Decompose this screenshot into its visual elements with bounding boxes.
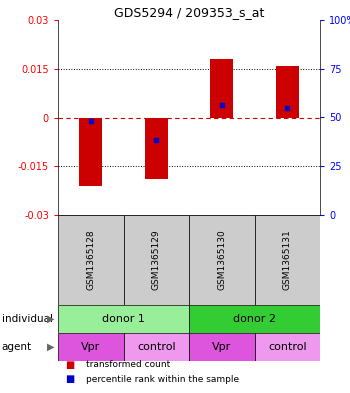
Bar [145, 118, 168, 179]
Bar [124, 215, 189, 305]
Text: agent: agent [2, 342, 32, 352]
Bar [58, 333, 124, 361]
Text: GSM1365130: GSM1365130 [217, 230, 226, 290]
Bar [58, 305, 189, 333]
Text: GSM1365131: GSM1365131 [283, 230, 292, 290]
Text: individual: individual [2, 314, 53, 324]
Text: GSM1365129: GSM1365129 [152, 230, 161, 290]
Text: percentile rank within the sample: percentile rank within the sample [86, 375, 239, 384]
Bar [254, 215, 320, 305]
Bar [276, 66, 299, 118]
Text: donor 2: donor 2 [233, 314, 276, 324]
Title: GDS5294 / 209353_s_at: GDS5294 / 209353_s_at [114, 6, 264, 19]
Text: donor 1: donor 1 [102, 314, 145, 324]
Bar [254, 333, 320, 361]
Text: ▶: ▶ [47, 314, 54, 324]
Text: Vpr: Vpr [81, 342, 100, 352]
Text: ■: ■ [65, 360, 74, 370]
Text: control: control [268, 342, 307, 352]
Text: ■: ■ [65, 374, 74, 384]
Bar [189, 215, 254, 305]
Bar [124, 333, 189, 361]
Bar [189, 305, 320, 333]
Text: ▶: ▶ [47, 342, 54, 352]
Text: transformed count: transformed count [86, 360, 170, 369]
Text: GSM1365128: GSM1365128 [86, 230, 95, 290]
Text: Vpr: Vpr [212, 342, 231, 352]
Bar [189, 333, 254, 361]
Bar [58, 215, 124, 305]
Bar [210, 59, 233, 118]
Text: control: control [137, 342, 176, 352]
Bar [79, 118, 102, 186]
